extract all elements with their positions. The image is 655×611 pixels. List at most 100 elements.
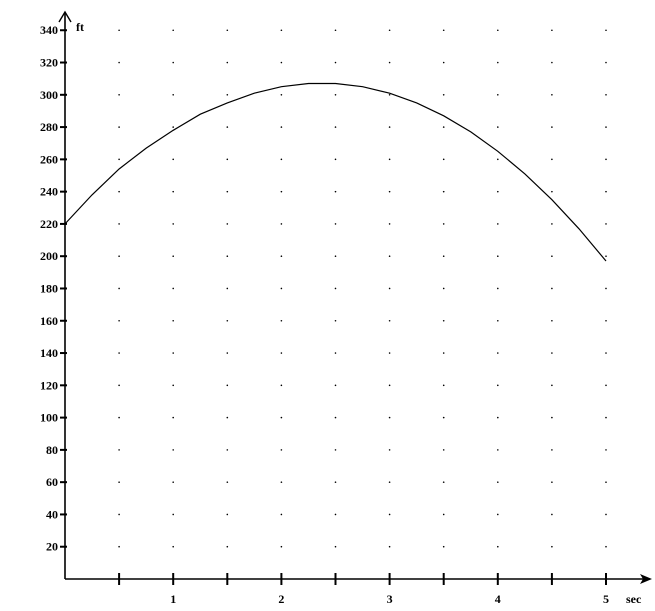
grid-dot (226, 126, 229, 128)
grid-dot (388, 481, 391, 483)
grid-dot (551, 190, 553, 193)
grid-dot (118, 545, 120, 548)
x-tick-label: 5 (603, 592, 609, 606)
grid-dot (118, 94, 120, 96)
axis-ticks (60, 29, 607, 585)
grid-dot (388, 449, 391, 451)
grid-dot (442, 61, 445, 64)
grid-dot (226, 449, 229, 451)
grid-dot (497, 513, 499, 516)
grid-dot (442, 94, 445, 96)
x-tick-label: 4 (495, 592, 501, 606)
y-tick-label: 120 (40, 378, 58, 392)
grid-dot (118, 158, 120, 161)
grid-dot (280, 61, 283, 64)
grid-dot (226, 255, 229, 257)
grid-dot (605, 61, 607, 64)
grid-dot (226, 545, 229, 548)
grid-dot (118, 126, 120, 128)
grid-dot (172, 223, 174, 225)
grid-dot (334, 126, 337, 128)
grid-dot (605, 255, 607, 257)
grid-dot (388, 61, 391, 64)
grid-dot (388, 513, 391, 516)
grid-dot (551, 449, 553, 451)
grid-dot (226, 94, 229, 96)
grid-dot (551, 223, 553, 225)
grid-dot (551, 513, 553, 516)
grid-dot (280, 255, 283, 257)
grid-dot (497, 223, 499, 225)
grid-dot (334, 255, 337, 257)
y-tick-label: 160 (40, 314, 58, 328)
grid-dot (280, 287, 283, 290)
grid-dot (280, 158, 283, 161)
grid-dot (172, 513, 174, 516)
grid-dot (605, 513, 607, 516)
grid-dot (605, 29, 607, 32)
grid-dot (280, 449, 283, 451)
grid-dot (334, 481, 337, 483)
grid-dot (497, 126, 499, 128)
grid-dot (172, 545, 174, 548)
grid-dot (280, 319, 283, 322)
grid-dot (118, 352, 120, 354)
y-tick-label: 20 (46, 540, 58, 554)
grid-dot (334, 384, 337, 387)
grid-dot (226, 287, 229, 290)
grid-dot (172, 61, 174, 64)
grid-dot (605, 481, 607, 483)
grid-dot (551, 29, 553, 32)
grid-dot (334, 449, 337, 451)
grid-dot (226, 190, 229, 193)
grid-dot (334, 545, 337, 548)
grid-dot (497, 29, 499, 32)
grid-dot (497, 319, 499, 322)
grid-dot (497, 255, 499, 257)
tick-labels: 1 2 3 4 5 20 40 60 80 100 120 140 160 180 200 220 240 260… (40, 23, 609, 606)
grid-dot (280, 545, 283, 548)
grid-dot (388, 223, 391, 225)
x-axis-arrowhead (640, 574, 652, 584)
grid-dot (442, 126, 445, 128)
grid-dot (551, 94, 553, 96)
y-axis-arrowhead (58, 10, 72, 23)
grid-dot (388, 190, 391, 193)
grid-dot (334, 29, 337, 32)
grid-dot (442, 319, 445, 322)
series-line (64, 82, 607, 262)
grid-dot (172, 126, 174, 128)
grid-dot (388, 29, 391, 32)
grid-dot (334, 352, 337, 354)
grid-dot (118, 287, 120, 290)
grid-dot (605, 287, 607, 290)
grid-dot (118, 513, 120, 516)
grid-dot (551, 319, 553, 322)
grid-dot (388, 255, 391, 257)
grid-dot (334, 416, 337, 419)
grid-dot (118, 61, 120, 64)
grid-dot (226, 158, 229, 161)
grid-dot (442, 513, 445, 516)
grid-dot (118, 190, 120, 193)
grid-dot (388, 319, 391, 322)
grid-dot (280, 223, 283, 225)
grid-dot (605, 126, 607, 128)
grid-dot (442, 287, 445, 290)
grid-dot (551, 61, 553, 64)
grid-dot (497, 449, 499, 451)
grid-dot (280, 513, 283, 516)
grid-dot (280, 126, 283, 128)
grid-dot (172, 190, 174, 193)
y-tick-label: 300 (40, 88, 58, 102)
grid-dot (226, 481, 229, 483)
grid-dot (605, 190, 607, 193)
x-tick-label: 3 (387, 592, 393, 606)
y-tick-label: 140 (40, 346, 58, 360)
grid-dot (605, 158, 607, 161)
grid-dot (497, 61, 499, 64)
grid-dot (388, 126, 391, 128)
grid-dot (388, 384, 391, 387)
grid-dot (334, 287, 337, 290)
